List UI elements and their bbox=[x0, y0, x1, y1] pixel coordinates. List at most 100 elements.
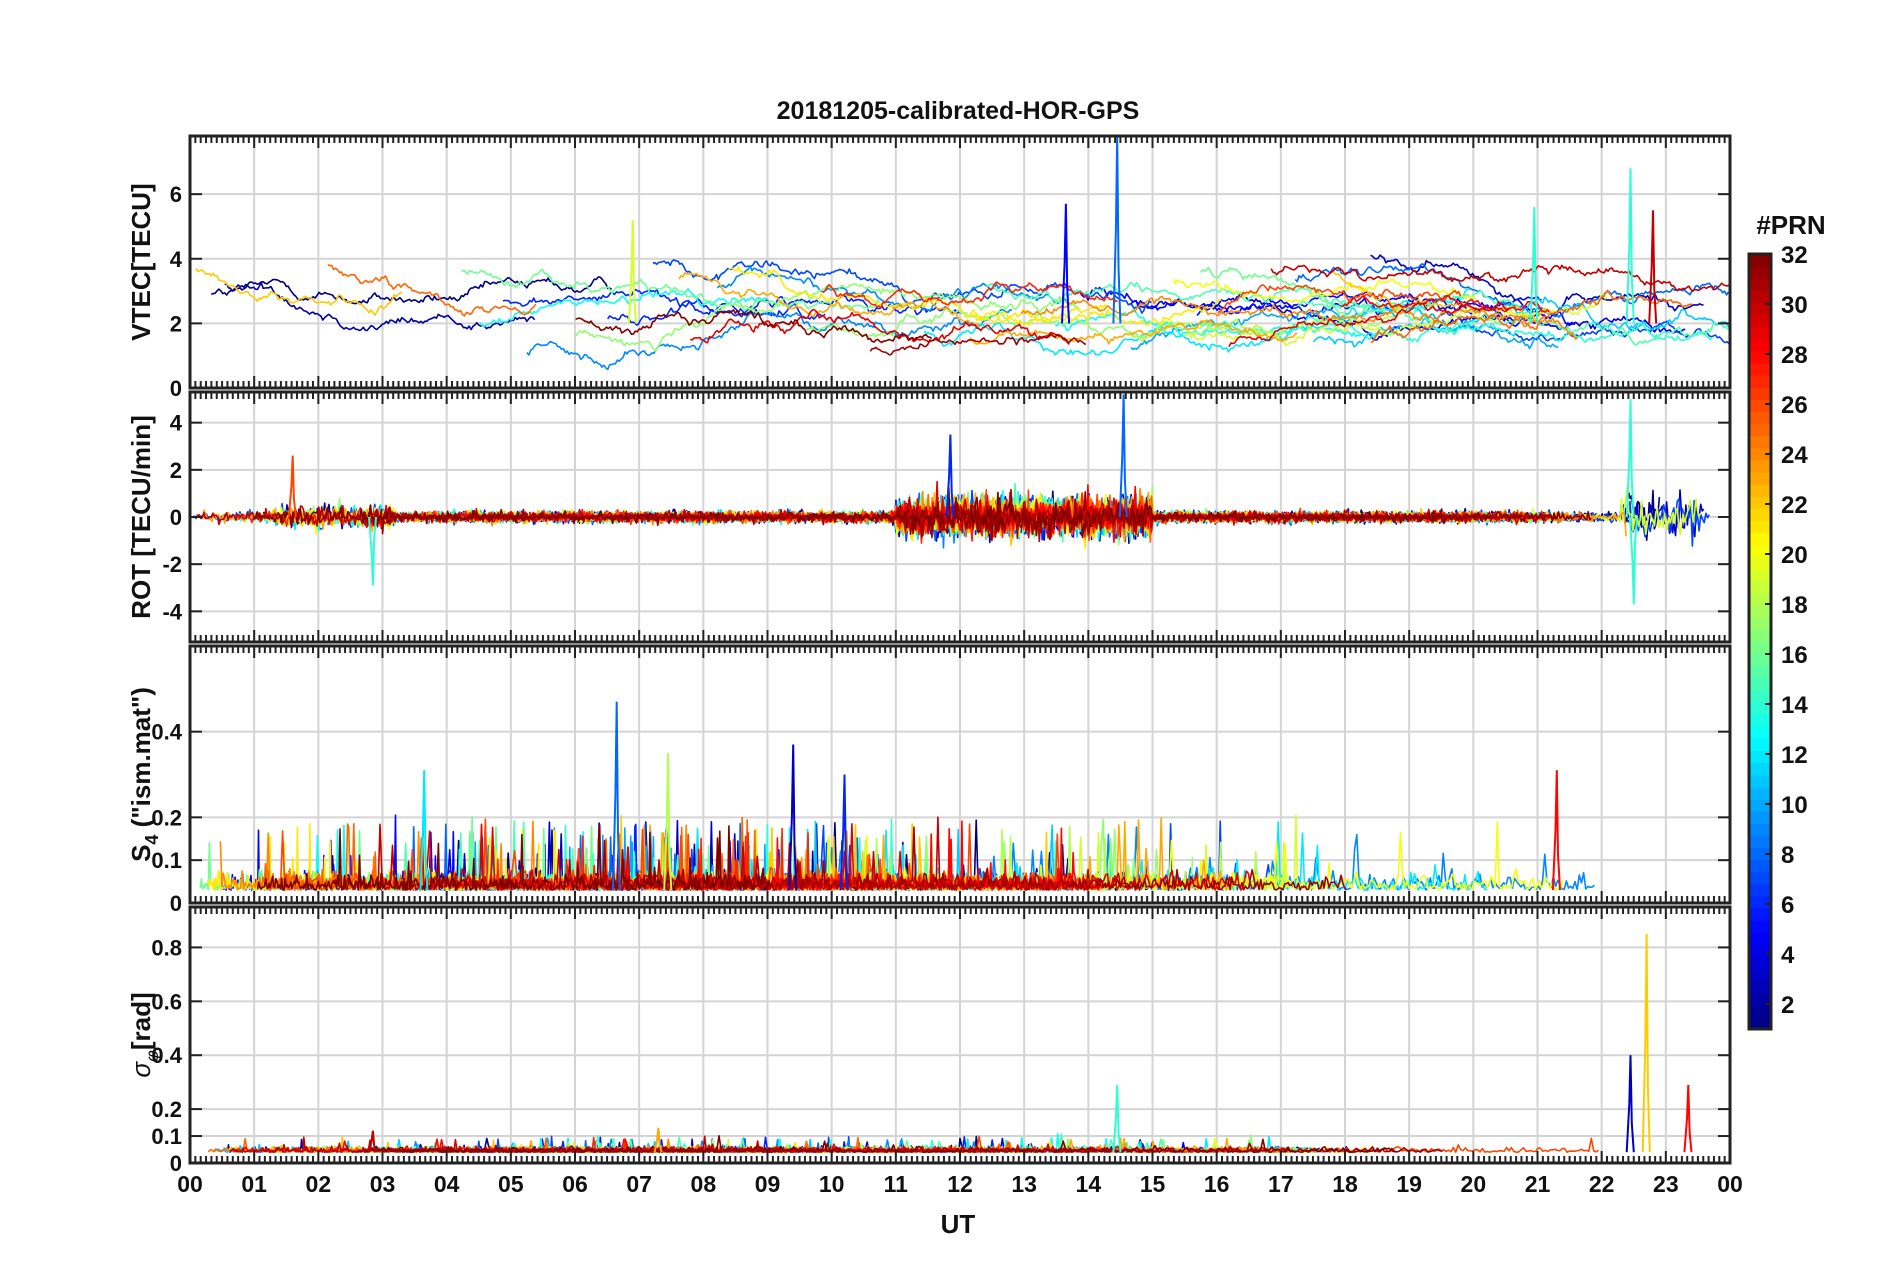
colorbar-tick-label: 14 bbox=[1781, 692, 1808, 719]
series-prn-17 bbox=[574, 283, 1235, 352]
colorbar-tick-label: 20 bbox=[1781, 542, 1808, 569]
y-tick-label: 0.2 bbox=[151, 1097, 182, 1122]
series-prn-31 bbox=[359, 1142, 1443, 1154]
colorbar-tick-label: 12 bbox=[1781, 742, 1808, 769]
series-prn-30 bbox=[1270, 264, 1730, 293]
series-prn-32 bbox=[365, 1134, 1397, 1154]
y-tick-label: 0.2 bbox=[151, 805, 182, 830]
x-tick-label: 00 bbox=[1717, 1171, 1743, 1197]
peak-mark bbox=[1061, 203, 1071, 324]
x-tick-label: 02 bbox=[306, 1171, 332, 1197]
y-axis-label: σφ[rad] bbox=[126, 992, 162, 1077]
x-tick-label: 03 bbox=[370, 1171, 396, 1197]
y-tick-label: 0.6 bbox=[151, 989, 182, 1014]
series-prn-21 bbox=[728, 266, 1222, 326]
peak-mark bbox=[1551, 770, 1561, 891]
peak-mark bbox=[1628, 516, 1638, 605]
x-tick-label: 00 bbox=[177, 1171, 203, 1197]
y-tick-label: 0 bbox=[170, 1151, 182, 1176]
y-tick-label: 0.8 bbox=[151, 935, 182, 960]
colorbar-tick-label: 24 bbox=[1781, 442, 1808, 469]
peak-mark bbox=[1118, 394, 1128, 518]
peak-mark bbox=[1648, 210, 1658, 324]
colorbar-tick-label: 18 bbox=[1781, 592, 1808, 619]
series-prn-20 bbox=[1172, 278, 1477, 303]
series-prn-25 bbox=[327, 263, 1693, 343]
x-tick-label: 07 bbox=[626, 1171, 652, 1197]
x-tick-label: 23 bbox=[1653, 1171, 1679, 1197]
x-tick-label: 17 bbox=[1268, 1171, 1294, 1197]
x-axis-label: UT bbox=[941, 1209, 976, 1239]
series-prn-26 bbox=[1217, 284, 1462, 314]
x-tick-label: 19 bbox=[1396, 1171, 1422, 1197]
y-tick-label: 2 bbox=[170, 458, 182, 483]
series-prn-27 bbox=[822, 281, 1118, 309]
peak-mark bbox=[1683, 1084, 1693, 1153]
peak-mark bbox=[653, 1127, 663, 1153]
series-prn-31 bbox=[869, 333, 1087, 356]
peak-mark bbox=[368, 516, 378, 586]
x-tick-label: 10 bbox=[819, 1171, 845, 1197]
peak-mark bbox=[1112, 136, 1122, 324]
x-tick-label: 06 bbox=[562, 1171, 588, 1197]
series-prn-23 bbox=[678, 272, 1298, 345]
series-prn-28 bbox=[1341, 295, 1550, 313]
y-tick-label: 0 bbox=[170, 505, 182, 530]
panel-1: 0 2 4 6 VTEC[TECU] bbox=[126, 134, 1732, 401]
x-tick-label: 09 bbox=[755, 1171, 781, 1197]
y-tick-label: -2 bbox=[162, 552, 182, 577]
colorbar-tick-label: 6 bbox=[1781, 892, 1794, 919]
colorbar-tick-label: 8 bbox=[1781, 842, 1794, 869]
peak-mark bbox=[788, 744, 798, 891]
x-tick-label: 05 bbox=[498, 1171, 524, 1197]
series-prn-32 bbox=[575, 309, 933, 344]
x-ticks bbox=[189, 907, 1731, 1163]
colorbar-tick-label: 30 bbox=[1781, 292, 1808, 319]
series-group bbox=[207, 933, 1693, 1154]
x-ticks bbox=[189, 392, 1731, 642]
colorbar-tick-label: 32 bbox=[1781, 242, 1808, 269]
series-prn-4 bbox=[1130, 292, 1686, 341]
x-tick-label: 20 bbox=[1461, 1171, 1487, 1197]
peak-mark bbox=[1112, 1084, 1122, 1153]
y-tick-label: 0.4 bbox=[151, 720, 182, 745]
peak-mark bbox=[1641, 933, 1651, 1153]
series-prn-29 bbox=[690, 301, 1511, 348]
x-tick-label: 01 bbox=[241, 1171, 267, 1197]
series-prn-14 bbox=[453, 818, 901, 891]
y-tick-label: 4 bbox=[170, 411, 183, 436]
series-group bbox=[195, 136, 1730, 371]
peak-mark bbox=[1625, 168, 1635, 324]
x-tick-label: 04 bbox=[434, 1171, 460, 1197]
peak-mark bbox=[1625, 1055, 1635, 1153]
y-axis-label: VTEC[TECU] bbox=[126, 183, 156, 340]
peak-mark bbox=[419, 770, 429, 891]
x-tick-label: 14 bbox=[1076, 1171, 1102, 1197]
peak-mark bbox=[945, 434, 955, 518]
series-prn-32 bbox=[256, 823, 772, 891]
x-tick-label: 13 bbox=[1011, 1171, 1037, 1197]
y-axis-label: ROT [TECU/min] bbox=[126, 415, 156, 619]
x-tick-label: 15 bbox=[1140, 1171, 1166, 1197]
series-prn-30 bbox=[336, 816, 1141, 891]
y-tick-label: 2 bbox=[170, 311, 182, 336]
series-group bbox=[192, 394, 1710, 605]
y-tick-label: 4 bbox=[170, 247, 183, 272]
colorbar-tick-label: 28 bbox=[1781, 342, 1808, 369]
series-prn-32 bbox=[253, 487, 1592, 542]
y-tick-label: 0 bbox=[170, 376, 182, 401]
colorbar-tick-label: 16 bbox=[1781, 642, 1808, 669]
colorbar-label: #PRN bbox=[1756, 210, 1825, 240]
panel-4: 00.10.2 0.4 0.6 0.8 σφ[rad] bbox=[126, 905, 1732, 1176]
peak-mark bbox=[1625, 399, 1635, 518]
panel-2: -4 -2 0 2 4 ROT [TECU/min] bbox=[126, 390, 1732, 644]
peak-mark bbox=[627, 219, 637, 324]
peak-mark bbox=[1529, 207, 1539, 324]
x-tick-label: 16 bbox=[1204, 1171, 1230, 1197]
x-tick-label: 22 bbox=[1589, 1171, 1615, 1197]
colorbar-tick-label: 2 bbox=[1781, 992, 1794, 1019]
series-prn-1 bbox=[211, 276, 612, 305]
colorbar-tick-label: 4 bbox=[1781, 942, 1795, 969]
